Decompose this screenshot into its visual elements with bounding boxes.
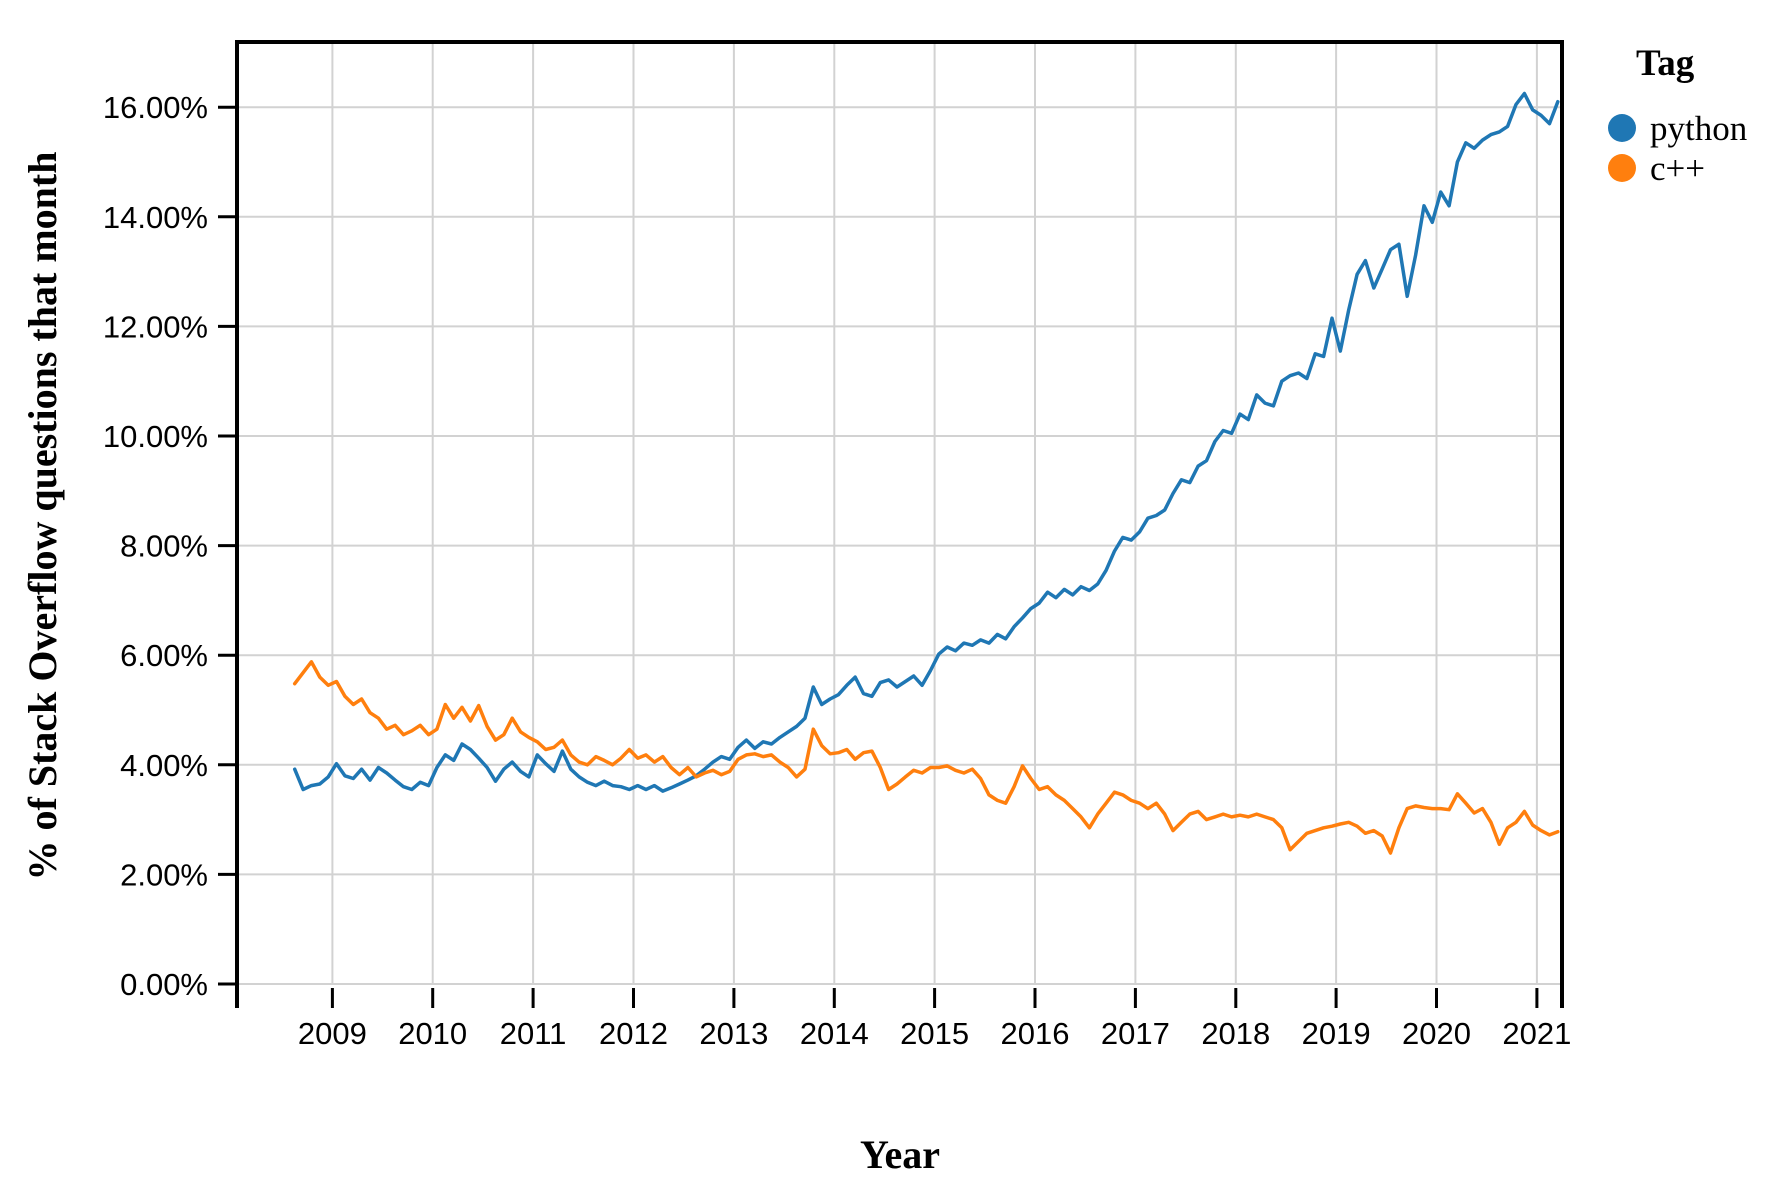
y-tick-label-4: 4.00%: [120, 748, 208, 783]
x-tick-label-2019: 2019: [1302, 1016, 1371, 1051]
x-tick-label-2009: 2009: [298, 1016, 367, 1051]
x-tick-label-2014: 2014: [800, 1016, 869, 1051]
legend-label-cpp: c++: [1650, 149, 1705, 188]
series-lines: [292, 91, 1560, 855]
axis-tick-labels: 0.00% 2.00% 4.00% 6.00% 8.00% 10.00% 12.00% 14.…: [103, 90, 1572, 1051]
y-axis-title: % of Stack Overflow questions that month: [20, 152, 65, 881]
y-tick-label-14: 14.00%: [103, 200, 208, 235]
x-tick-label-2016: 2016: [1001, 1016, 1070, 1051]
series-line-c: [292, 660, 1560, 855]
y-tick-label-8: 8.00%: [120, 529, 208, 564]
x-tick-label-2020: 2020: [1402, 1016, 1471, 1051]
legend: Tag python c++: [1608, 43, 1747, 188]
x-tick-label-2017: 2017: [1101, 1016, 1170, 1051]
legend-label-python: python: [1650, 109, 1747, 148]
x-tick-label-2021: 2021: [1502, 1016, 1571, 1051]
y-tick-label-16: 16.00%: [103, 90, 208, 125]
plot-border: [235, 40, 1564, 1008]
x-tick-label-2012: 2012: [599, 1016, 668, 1051]
y-tick-label-2: 2.00%: [120, 857, 208, 892]
series-line-python: [292, 91, 1560, 793]
y-tick-label-12: 12.00%: [103, 309, 208, 344]
y-tick-label-0: 0.00%: [120, 967, 208, 1002]
y-tick-label-10: 10.00%: [103, 419, 208, 454]
x-tick-label-2018: 2018: [1201, 1016, 1270, 1051]
x-tick-label-2011: 2011: [500, 1016, 567, 1051]
x-tick-label-2013: 2013: [699, 1016, 768, 1051]
legend-item-cpp: c++: [1608, 149, 1705, 188]
x-axis-title: Year: [860, 1132, 940, 1177]
legend-title: Tag: [1636, 43, 1695, 84]
legend-dot-python: [1608, 114, 1636, 142]
x-tick-label-2010: 2010: [398, 1016, 467, 1051]
gridlines: [237, 42, 1562, 985]
legend-item-python: python: [1608, 109, 1747, 148]
axis-ticks: [218, 105, 1539, 1008]
x-tick-label-2015: 2015: [900, 1016, 969, 1051]
y-tick-label-6: 6.00%: [120, 638, 208, 673]
legend-dot-cpp: [1608, 154, 1636, 182]
